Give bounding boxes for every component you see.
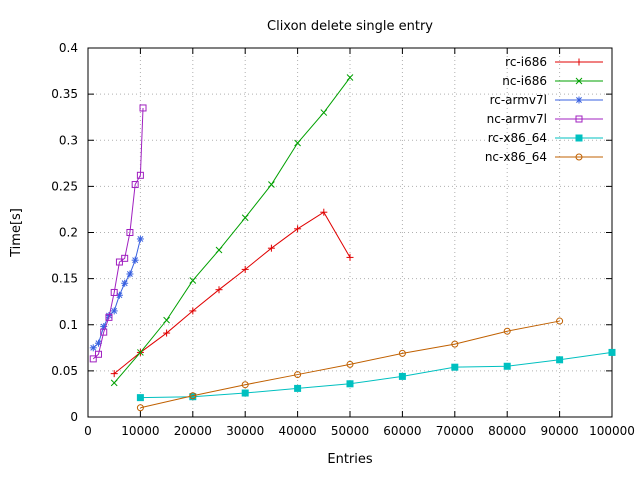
axis-ticks <box>87 47 613 418</box>
x-tick-label: 60000 <box>383 424 421 438</box>
series-nc-armv7l <box>89 104 147 363</box>
legend-item-nc-i686: nc-i686 <box>502 74 603 88</box>
legend-label-nc-armv7l: nc-armv7l <box>487 112 547 126</box>
x-tick-label: 30000 <box>226 424 264 438</box>
x-tick-label: 40000 <box>279 424 317 438</box>
legend-label-nc-i686: nc-i686 <box>502 74 547 88</box>
legend-item-rc-x86_64: rc-x86_64 <box>488 131 603 145</box>
y-tick-label: 0 <box>70 410 78 424</box>
series-rc-x86_64 <box>136 348 616 402</box>
y-tick-label: 0.4 <box>59 41 78 55</box>
x-tick-label: 10000 <box>121 424 159 438</box>
series-nc-i686 <box>110 74 354 387</box>
legend-item-rc-armv7l: rc-armv7l <box>490 93 603 107</box>
y-axis-title: Time[s] <box>9 208 24 258</box>
x-tick-label: 80000 <box>488 424 526 438</box>
y-tick-label: 0.3 <box>59 133 78 147</box>
y-tick-label: 0.05 <box>51 364 78 378</box>
x-tick-label: 50000 <box>331 424 369 438</box>
series-line-nc-armv7l <box>92 107 144 360</box>
legend-item-nc-x86_64: nc-x86_64 <box>485 150 603 164</box>
y-tick-label: 0.35 <box>51 87 78 101</box>
y-tick-label: 0.2 <box>59 226 78 240</box>
legend-label-rc-x86_64: rc-x86_64 <box>488 131 547 145</box>
legend-item-nc-armv7l: nc-armv7l <box>487 112 603 126</box>
series-line-nc-x86_64 <box>140 320 560 409</box>
series-line-rc-i686 <box>113 211 351 375</box>
legend-label-rc-i686: rc-i686 <box>505 55 547 69</box>
legend-item-rc-i686: rc-i686 <box>505 55 603 69</box>
y-tick-label: 0.1 <box>59 318 78 332</box>
x-tick-label: 20000 <box>174 424 212 438</box>
y-tick-label: 0.25 <box>51 179 78 193</box>
series-nc-x86_64 <box>136 317 564 412</box>
chart-title: Clixon delete single entry <box>267 19 433 34</box>
legend-label-rc-armv7l: rc-armv7l <box>490 93 547 107</box>
y-tick-label: 0.15 <box>51 272 78 286</box>
x-axis-title: Entries <box>327 452 373 467</box>
legend: rc-i686 nc-i686 rc-armv7l nc-armv7l rc-x86_6… <box>485 55 603 164</box>
series-line-nc-i686 <box>113 77 351 384</box>
legend-label-nc-x86_64: nc-x86_64 <box>485 150 547 164</box>
series-line-rc-x86_64 <box>140 351 613 399</box>
series-rc-i686 <box>110 208 354 378</box>
x-tick-label: 90000 <box>541 424 579 438</box>
x-tick-label: 70000 <box>436 424 474 438</box>
x-tick-label: 0 <box>84 424 92 438</box>
x-tick-label: 100000 <box>589 424 635 438</box>
axis-tick-labels: 0 10000 20000 30000 40000 50000 60000 70000 8000… <box>51 41 635 438</box>
